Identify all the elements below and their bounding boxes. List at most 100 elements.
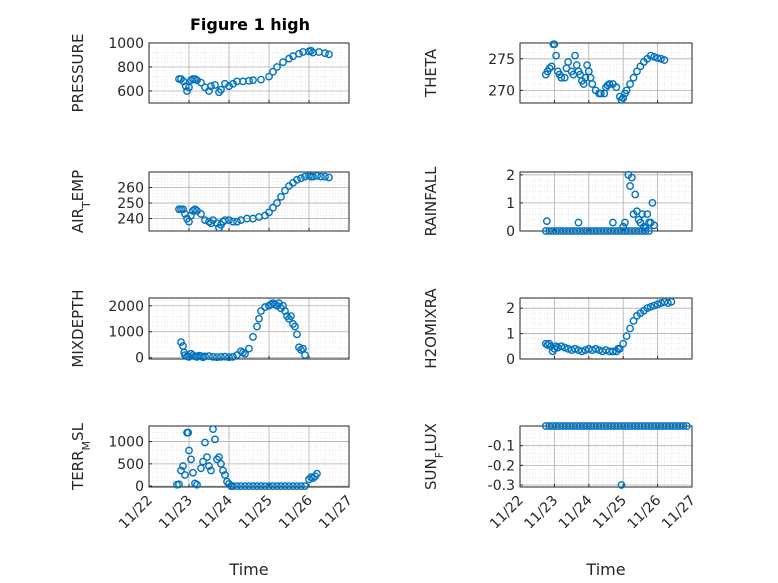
data-point	[205, 87, 213, 95]
data-point	[552, 51, 561, 60]
y-tick-label: 240	[117, 212, 144, 228]
data-point	[552, 342, 561, 351]
data-point	[257, 482, 265, 491]
data-point	[175, 480, 183, 489]
data-point	[205, 462, 213, 470]
data-point	[621, 218, 629, 227]
data-point	[221, 471, 229, 479]
data-point	[650, 301, 659, 310]
x-tick-label: 11/26	[625, 492, 665, 532]
y-tick-label: 275	[488, 52, 515, 68]
x-tick-label: 11/22	[487, 493, 527, 533]
data-point	[638, 210, 647, 219]
data-point	[233, 482, 241, 491]
data-point	[619, 94, 628, 102]
data-point	[287, 312, 295, 321]
data-point	[297, 174, 305, 183]
data-point	[301, 351, 309, 360]
x-tick-label: 11/23	[521, 493, 561, 533]
data-point	[622, 86, 631, 95]
data-point	[207, 466, 215, 475]
x-tick-label: 11/22	[116, 493, 156, 533]
axes-box	[519, 171, 693, 232]
data-point	[211, 435, 219, 444]
axes-box	[148, 425, 350, 488]
subplot-mixdepth: 0 1000 2000 MIXDEPTH	[69, 289, 350, 368]
y-tick-label: 800	[117, 60, 144, 76]
data-point	[325, 173, 333, 182]
data-point	[249, 333, 257, 341]
data-point	[193, 76, 201, 85]
data-point	[209, 425, 217, 434]
data-point	[581, 73, 590, 82]
data-point	[285, 54, 293, 63]
data-point	[603, 81, 612, 90]
data-point	[653, 300, 662, 309]
y-tick-label: -0.3	[488, 478, 515, 494]
y-tick-label: 0	[135, 351, 144, 367]
data-point	[622, 332, 631, 341]
axes-box	[148, 297, 350, 360]
data-point	[253, 322, 261, 331]
data-point	[619, 339, 628, 348]
data-point	[588, 80, 597, 88]
data-point	[189, 468, 197, 477]
data-point	[223, 477, 231, 486]
data-point	[667, 297, 676, 306]
data-point	[257, 75, 265, 84]
data-point	[679, 422, 688, 430]
data-point	[215, 453, 223, 462]
figure-title: Figure 1 high	[190, 15, 310, 34]
data-point	[201, 352, 209, 361]
subplot-pressure: 600 800 1000 PRESSURE	[69, 34, 350, 112]
data-point	[557, 342, 566, 351]
data-point	[550, 40, 559, 49]
data-point	[629, 73, 638, 82]
data-point	[179, 205, 187, 214]
data-point	[245, 482, 253, 491]
data-point	[189, 206, 197, 215]
subplot-h2omixra: 0 1 2 H2OMIXRA	[422, 288, 693, 369]
data-point	[203, 453, 211, 462]
x-tick-label: 11/24	[196, 492, 236, 532]
data-point	[229, 482, 237, 491]
data-point	[221, 216, 229, 225]
data-point	[209, 353, 217, 361]
data-point	[279, 58, 287, 67]
data-point	[325, 50, 333, 59]
data-point	[639, 222, 648, 231]
data-point	[626, 182, 634, 190]
data-point	[241, 482, 249, 491]
data-point	[619, 222, 628, 231]
data-point	[277, 482, 285, 491]
data-point	[257, 307, 265, 315]
data-point	[547, 62, 556, 71]
x-tick-label: 11/24	[556, 492, 596, 532]
y-tick-label: 0	[506, 224, 515, 240]
axes-box	[148, 171, 350, 232]
data-point	[295, 49, 303, 58]
data-point	[201, 438, 209, 447]
data-point	[241, 349, 249, 358]
data-point	[626, 324, 634, 333]
data-point	[213, 455, 221, 464]
y-tick-label: -0.1	[488, 439, 515, 455]
data-point	[225, 216, 233, 225]
axes-box	[148, 42, 350, 104]
data-point	[177, 338, 185, 347]
x-tick-label: 11/27	[659, 493, 699, 533]
data-point	[641, 224, 650, 233]
data-point	[213, 353, 221, 362]
y-tick-label: 500	[117, 457, 144, 473]
data-point	[650, 221, 659, 230]
data-point	[626, 80, 634, 88]
data-point	[650, 52, 659, 61]
data-point	[185, 446, 193, 455]
data-point	[281, 482, 289, 491]
data-point	[293, 330, 301, 339]
y-axis-label: H2OMIXRA	[422, 288, 440, 369]
data-point	[297, 482, 305, 491]
data-point	[184, 428, 193, 437]
data-point	[217, 459, 225, 468]
